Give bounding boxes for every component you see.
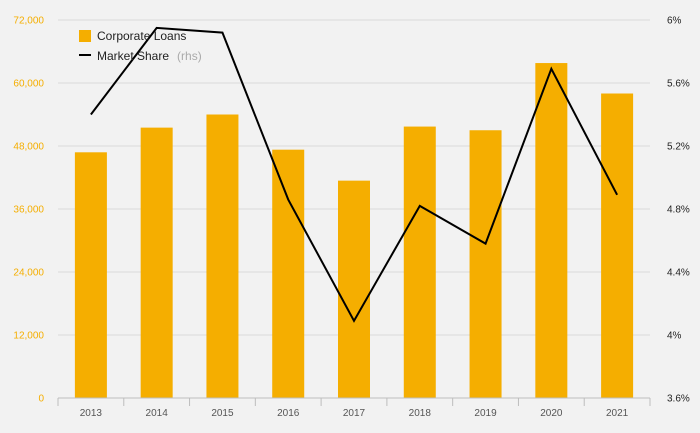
y-left-tick-label: 48,000 — [13, 142, 44, 153]
bar-2014 — [140, 127, 173, 398]
y-right-tick-label: 3.6% — [667, 394, 690, 405]
bar-2019 — [469, 130, 502, 398]
y-left-tick-label: 60,000 — [13, 79, 44, 90]
x-tick-label: 2018 — [409, 408, 432, 419]
y-left-tick-label: 36,000 — [13, 205, 44, 216]
line-series — [90, 26, 618, 323]
x-tick-label: 2020 — [540, 408, 563, 419]
y-right-tick-label: 5.2% — [667, 142, 690, 153]
x-tick-label: 2015 — [211, 408, 234, 419]
x-tick-label: 2021 — [606, 408, 629, 419]
y-right-tick-label: 4.4% — [667, 268, 690, 279]
legend-label-line-name: Market Share — [97, 49, 169, 63]
y-left-tick-label: 12,000 — [13, 331, 44, 342]
bar-2020 — [535, 63, 568, 399]
bar-2016 — [272, 149, 305, 398]
legend-swatch-bar — [79, 30, 91, 42]
legend-label-line-suffix: (rhs) — [177, 49, 202, 63]
legend-label-line: Market Share (rhs) — [97, 47, 202, 64]
bar-2017 — [338, 180, 370, 398]
bar-2021 — [601, 93, 634, 398]
bar-2013 — [74, 152, 107, 398]
y-left-tick-label: 72,000 — [13, 16, 44, 27]
axes: 2013 2014 2015 2016 2017 2018 2019 2020 2021 0 12,… — [13, 16, 689, 420]
y-left-tick-label: 24,000 — [13, 268, 44, 279]
y-right-tick-label: 4% — [667, 331, 682, 342]
y-right-tick-label: 6% — [667, 16, 682, 27]
y-right-tick-label: 5.6% — [667, 79, 690, 90]
bar-series — [74, 63, 634, 399]
legend: Corporate Loans Market Share (rhs) — [79, 29, 202, 64]
x-tick-label: 2016 — [277, 408, 300, 419]
bar-2015 — [206, 114, 239, 398]
y-right-tick-label: 4.8% — [667, 205, 690, 216]
x-tick-label: 2013 — [80, 408, 103, 419]
x-tick-label: 2014 — [146, 408, 169, 419]
y-left-tick-label: 0 — [38, 394, 44, 405]
bar-2018 — [403, 126, 436, 398]
x-tick-label: 2019 — [474, 408, 497, 419]
x-tick-label: 2017 — [343, 408, 366, 419]
legend-label-bar: Corporate Loans — [97, 29, 186, 43]
